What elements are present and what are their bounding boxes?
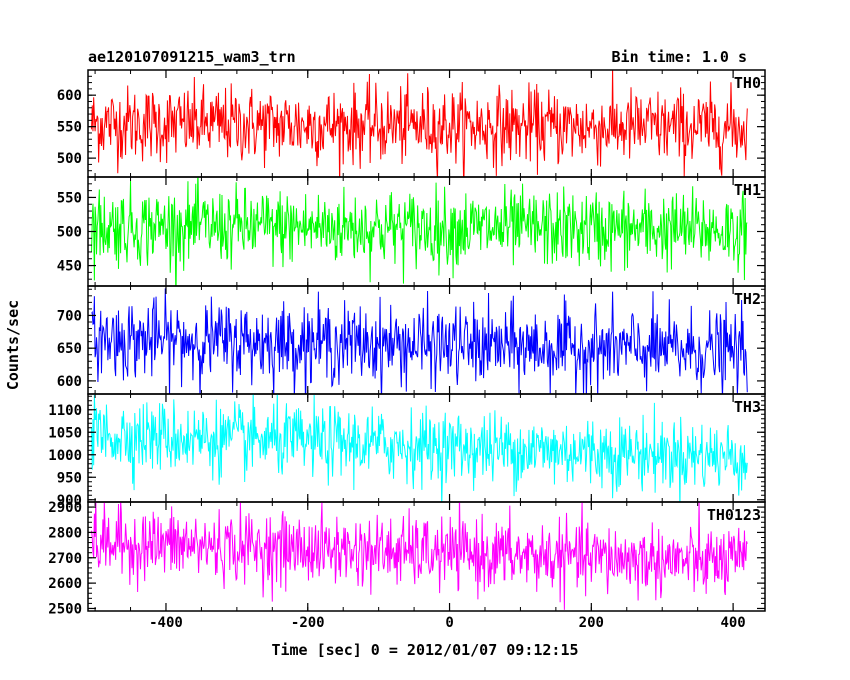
x-tick-label: 400 [720, 615, 745, 631]
panel-label-th0123: TH0123 [707, 506, 761, 524]
y-tick-label: 950 [57, 470, 82, 486]
y-tick-label: 500 [57, 151, 82, 167]
chart-title: ae120107091215_wam3_trn [88, 48, 296, 66]
bin-time-label: Bin time: 1.0 s [612, 48, 747, 66]
y-tick-label: 450 [57, 259, 82, 275]
y-tick-label: 650 [57, 341, 82, 357]
y-tick-label: 2600 [48, 576, 82, 592]
panel-label-th3: TH3 [734, 398, 761, 416]
series-line-th3 [91, 394, 748, 502]
series-line-th0 [91, 70, 748, 177]
y-tick-label: 600 [57, 88, 82, 104]
y-tick-label: 1000 [48, 448, 82, 464]
panel-label-th1: TH1 [734, 181, 761, 199]
y-tick-label: 1100 [48, 403, 82, 419]
panel-frame-th0123 [87, 501, 766, 612]
y-tick-label: 2900 [48, 500, 82, 516]
y-axis-label: Counts/sec [4, 300, 22, 390]
x-axis-label: Time [sec] 0 = 2012/01/07 09:12:15 [271, 641, 578, 659]
x-tick-label: 0 [445, 615, 453, 631]
y-tick-label: 600 [57, 374, 82, 390]
series-line-th0123 [91, 502, 748, 610]
x-tick-label: -400 [149, 615, 183, 631]
series-line-th1 [91, 177, 748, 286]
y-tick-label: 700 [57, 308, 82, 324]
y-tick-label: 550 [57, 190, 82, 206]
panels-group: 500 550 600 TH0 450 500 550 TH1 600 650 700 TH2 900 9… [48, 69, 766, 631]
y-tick-label: 550 [57, 120, 82, 136]
panel-label-th2: TH2 [734, 290, 761, 308]
y-tick-label: 2800 [48, 525, 82, 541]
series-line-th2 [91, 288, 748, 394]
y-tick-label: 500 [57, 225, 82, 241]
x-tick-label: -200 [291, 615, 325, 631]
x-tick-label: 200 [579, 615, 604, 631]
y-tick-label: 1050 [48, 425, 82, 441]
panel-label-th0: TH0 [734, 74, 761, 92]
y-tick-label: 2700 [48, 551, 82, 567]
y-tick-label: 2500 [48, 601, 82, 617]
y-tick-label: 900 [57, 493, 82, 509]
